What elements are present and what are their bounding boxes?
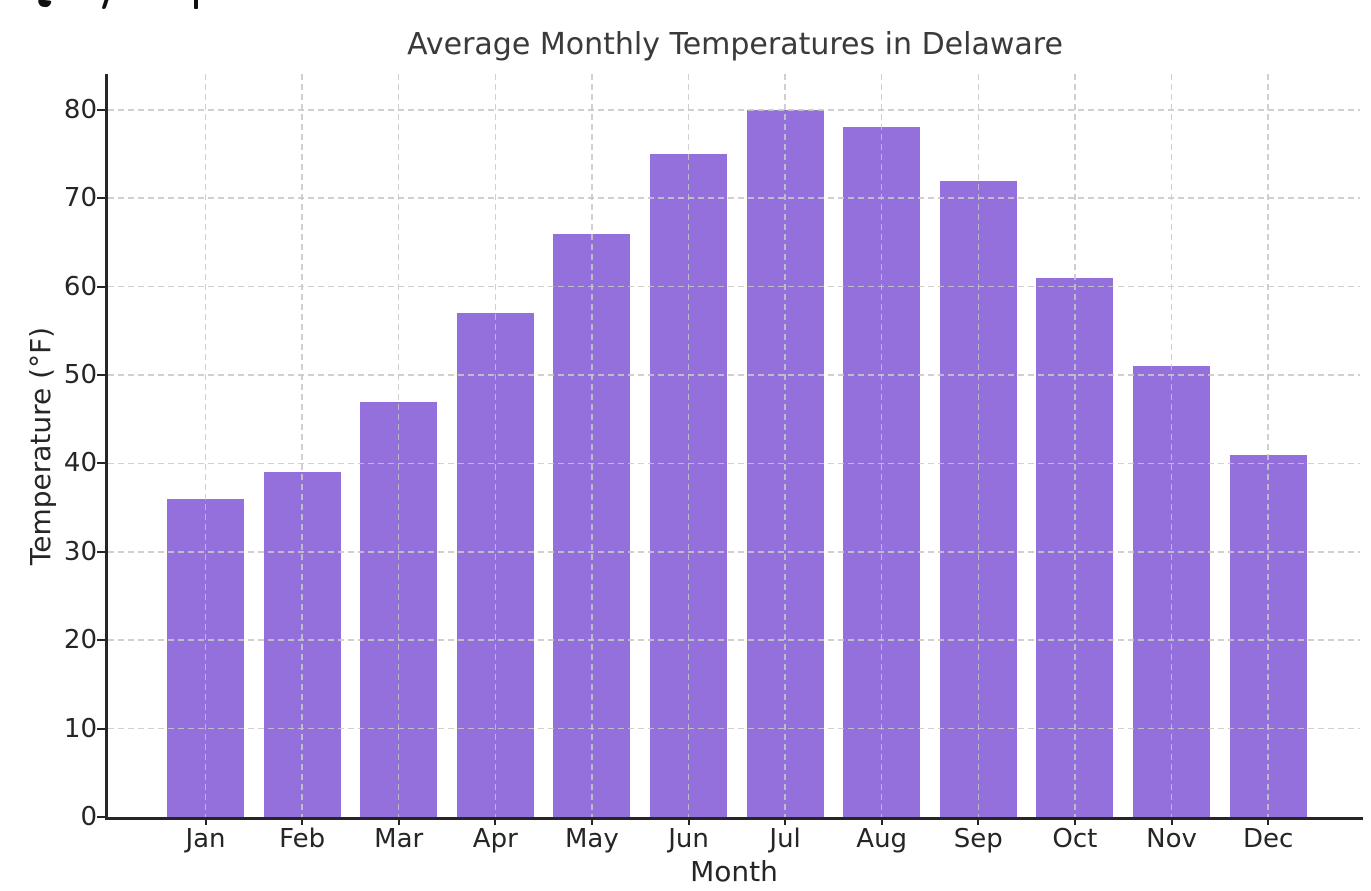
gridline-h — [108, 374, 1360, 376]
y-axis-tick — [97, 197, 105, 200]
x-axis-tick — [687, 820, 690, 825]
x-axis-tick-label: Mar — [374, 824, 424, 854]
y-axis-tick — [97, 285, 105, 288]
x-axis-tick-label: Oct — [1052, 824, 1098, 854]
gridline-h — [108, 109, 1360, 111]
y-axis-tick-label: 20 — [63, 625, 97, 656]
x-axis-tick-label: Jul — [769, 824, 801, 854]
gridline-v — [1267, 74, 1269, 817]
gridline-v — [880, 74, 883, 817]
gridline-h — [108, 727, 1360, 730]
y-axis-tick — [97, 374, 105, 376]
x-axis-tick-label: Sep — [953, 824, 1003, 854]
y-axis-tick — [97, 550, 105, 553]
gridline-v — [1074, 74, 1076, 817]
gridline-v — [784, 74, 786, 817]
gridline-v — [591, 74, 593, 817]
x-axis-tick — [880, 820, 883, 825]
y-axis-tick-label: 50 — [63, 360, 97, 390]
y-axis-tick-label: 30 — [63, 536, 97, 567]
x-axis-tick — [204, 820, 207, 825]
y-axis-tick-label: 40 — [63, 448, 97, 479]
y-axis-spine — [105, 74, 108, 820]
y-axis-tick-label: 10 — [63, 713, 97, 744]
gridline-v — [301, 74, 303, 817]
x-axis-tick — [590, 820, 593, 825]
gridline-h — [108, 197, 1360, 199]
x-axis-tick — [301, 820, 304, 825]
gridline-v — [687, 74, 690, 817]
gridline-v — [977, 74, 980, 817]
gridline-h — [108, 462, 1360, 465]
y-axis-tick — [97, 462, 105, 465]
y-axis-tick — [97, 108, 105, 111]
x-axis-tick — [494, 820, 497, 825]
x-axis-tick — [1170, 820, 1173, 825]
chart-title: Average Monthly Temperatures in Delaware — [407, 27, 1063, 62]
y-axis-tick — [97, 727, 105, 730]
x-axis-tick-label: Jun — [668, 824, 709, 854]
gridline-h — [108, 639, 1360, 641]
x-axis-tick — [1073, 820, 1076, 825]
plot-area — [108, 74, 1360, 817]
x-axis-tick-label: Nov — [1146, 824, 1197, 854]
x-axis-tick-label: Dec — [1242, 824, 1294, 854]
y-axis-tick-label: 80 — [63, 94, 97, 125]
y-axis-tick-label: 60 — [63, 271, 97, 302]
x-axis-tick-label: May — [565, 824, 619, 854]
x-axis-tick — [977, 820, 980, 825]
y-axis-tick — [97, 639, 105, 642]
clipped-text-fragment — [101, 0, 109, 9]
clipped-text-line — [0, 0, 400, 9]
x-axis-tick — [1267, 820, 1270, 825]
gridline-v — [1170, 74, 1173, 817]
clipped-text-fragment — [37, 0, 52, 8]
y-axis-tick — [97, 816, 105, 818]
x-axis-label: Month — [690, 855, 778, 888]
x-axis-tick-label: Apr — [472, 824, 518, 854]
gridline-v — [494, 74, 497, 817]
gridline-v — [397, 74, 400, 817]
x-axis-tick-label: Feb — [279, 824, 326, 854]
x-axis-spine — [105, 817, 1363, 820]
x-axis-tick — [784, 820, 787, 825]
clipped-text-fragment — [194, 0, 198, 9]
y-axis-tick-label: 70 — [63, 183, 97, 214]
gridline-h — [108, 285, 1360, 288]
x-axis-tick-label: Jan — [185, 824, 226, 854]
x-axis-tick — [397, 820, 400, 825]
y-axis-tick-label: 0 — [80, 802, 97, 832]
gridline-h — [108, 551, 1360, 553]
x-axis-tick-label: Aug — [856, 824, 908, 854]
gridline-v — [204, 74, 207, 817]
